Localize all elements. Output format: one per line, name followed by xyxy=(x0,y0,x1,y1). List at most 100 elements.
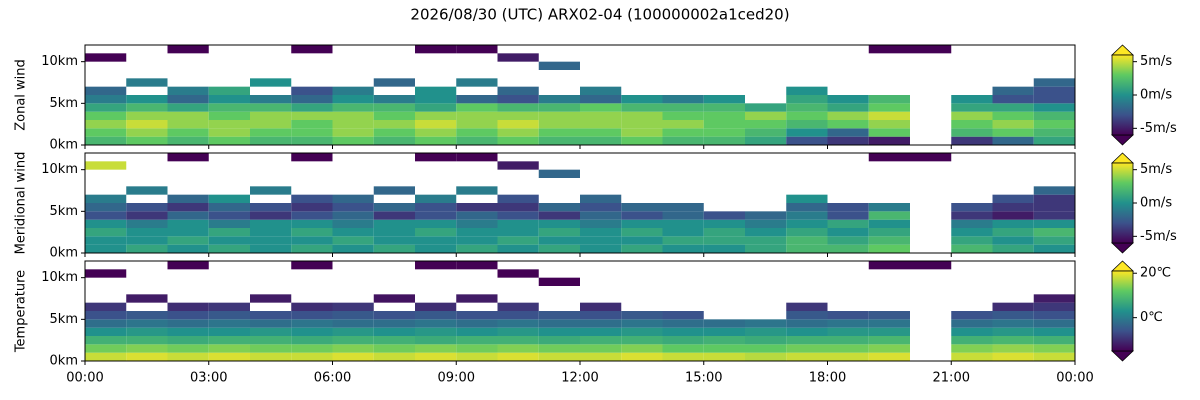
colorbar-extension xyxy=(1111,242,1134,254)
cell xyxy=(415,302,457,311)
cell xyxy=(291,352,333,361)
cell xyxy=(415,103,457,112)
cell xyxy=(332,336,374,345)
cell xyxy=(85,53,127,62)
cell xyxy=(373,103,415,112)
cell xyxy=(456,344,498,353)
cell xyxy=(456,78,498,87)
cell xyxy=(250,244,292,253)
cell xyxy=(868,120,910,129)
cell xyxy=(291,45,333,54)
cell xyxy=(373,236,415,245)
cell xyxy=(167,336,209,345)
cell xyxy=(1033,211,1075,220)
cell xyxy=(415,95,457,104)
cell xyxy=(250,352,292,361)
cell xyxy=(786,327,828,336)
cell xyxy=(250,136,292,145)
cell xyxy=(827,336,869,345)
cell xyxy=(1033,319,1075,328)
cell xyxy=(827,128,869,137)
cell xyxy=(786,203,828,212)
cell xyxy=(868,311,910,320)
cell xyxy=(415,128,457,137)
cell xyxy=(538,61,580,70)
cell xyxy=(373,128,415,137)
x-tick-label: 06:00 xyxy=(314,371,351,386)
cell xyxy=(703,95,745,104)
cell xyxy=(1033,219,1075,228)
cell xyxy=(291,153,333,162)
cell xyxy=(580,344,622,353)
cell xyxy=(291,86,333,95)
cell xyxy=(538,352,580,361)
cell xyxy=(291,302,333,311)
cell xyxy=(951,228,993,237)
cell xyxy=(250,95,292,104)
cell xyxy=(580,319,622,328)
cell xyxy=(332,95,374,104)
cell xyxy=(291,103,333,112)
cell xyxy=(291,319,333,328)
x-tick-label: 15:00 xyxy=(685,371,722,386)
cell xyxy=(910,45,952,54)
cell xyxy=(1033,194,1075,203)
cell xyxy=(1033,244,1075,253)
x-tick-label: 18:00 xyxy=(809,371,846,386)
y-tick-label: 10km xyxy=(41,54,78,69)
cell xyxy=(827,219,869,228)
cell xyxy=(662,228,704,237)
cell xyxy=(415,236,457,245)
cell xyxy=(992,194,1034,203)
cell xyxy=(373,136,415,145)
cell xyxy=(703,327,745,336)
cell xyxy=(580,211,622,220)
cell xyxy=(415,244,457,253)
cell xyxy=(827,95,869,104)
cell xyxy=(415,86,457,95)
cell xyxy=(992,136,1034,145)
cell xyxy=(373,78,415,87)
cell xyxy=(208,103,250,112)
cell xyxy=(951,111,993,120)
cell xyxy=(497,344,539,353)
cell xyxy=(662,111,704,120)
cell xyxy=(85,136,127,145)
cell xyxy=(167,211,209,220)
cell xyxy=(662,336,704,345)
cell xyxy=(415,211,457,220)
cell xyxy=(332,194,374,203)
colorbar-tick-label: -5m/s xyxy=(1140,121,1177,136)
cell xyxy=(332,236,374,245)
cell xyxy=(621,319,663,328)
cell xyxy=(332,111,374,120)
cell xyxy=(992,120,1034,129)
cell xyxy=(745,336,787,345)
cell xyxy=(415,194,457,203)
cell xyxy=(703,111,745,120)
cell xyxy=(786,219,828,228)
cell xyxy=(456,236,498,245)
cell xyxy=(85,352,127,361)
cell xyxy=(868,319,910,328)
cell xyxy=(291,128,333,137)
cell xyxy=(126,352,168,361)
cell xyxy=(621,219,663,228)
cell xyxy=(85,336,127,345)
cell xyxy=(208,194,250,203)
cell xyxy=(992,327,1034,336)
cell xyxy=(167,319,209,328)
cell xyxy=(1033,128,1075,137)
cell xyxy=(167,111,209,120)
cell xyxy=(415,120,457,129)
colorbar xyxy=(1111,162,1134,244)
cell xyxy=(126,111,168,120)
cell xyxy=(538,236,580,245)
cell xyxy=(786,103,828,112)
cell xyxy=(456,311,498,320)
cell xyxy=(373,294,415,303)
cell xyxy=(456,336,498,345)
y-tick-label: 5km xyxy=(50,96,78,111)
cell xyxy=(703,128,745,137)
